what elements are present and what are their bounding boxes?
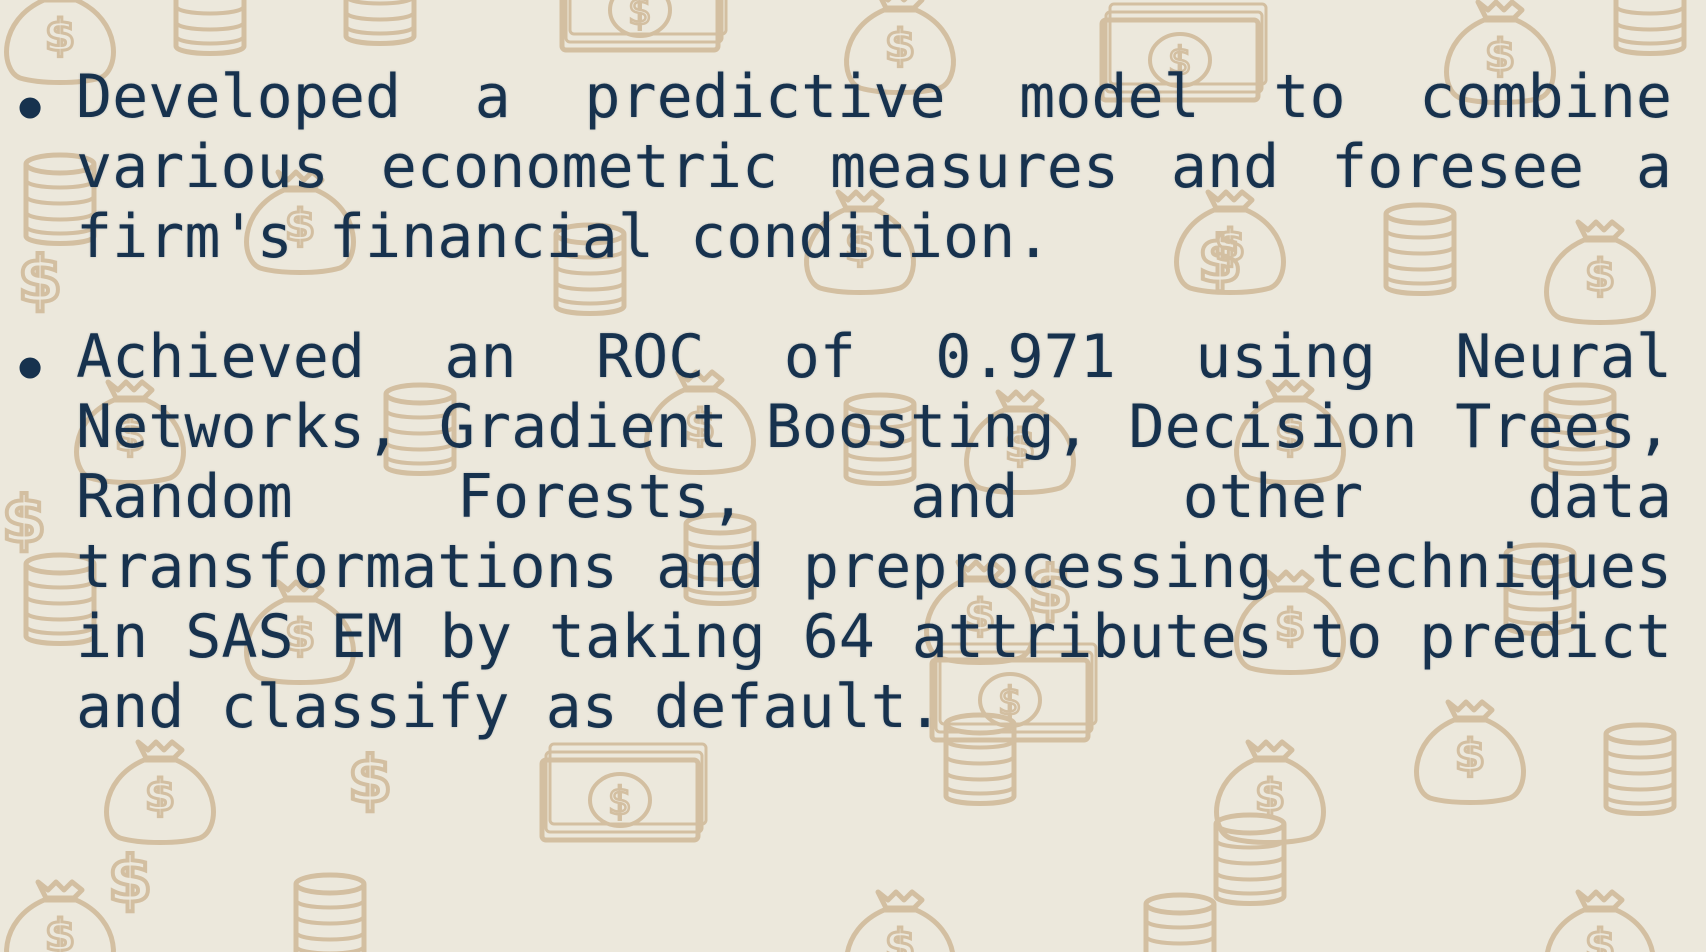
- bullet-marker: •: [12, 335, 49, 405]
- bullet-item: • Developed a predictive model to combin…: [0, 62, 1706, 272]
- bullet-marker: •: [12, 75, 49, 145]
- bullet-item: • Achieved an ROC of 0.971 using Neural …: [0, 322, 1706, 742]
- bullet-list: • Developed a predictive model to combin…: [0, 62, 1706, 792]
- bullet-text: Achieved an ROC of 0.971 using Neural Ne…: [76, 322, 1672, 742]
- bullet-text: Developed a predictive model to combine …: [76, 62, 1672, 272]
